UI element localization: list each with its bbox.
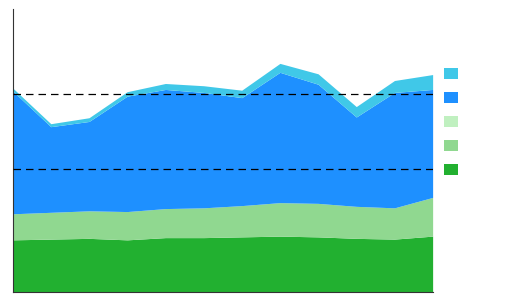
Legend: , , , , : , , , , — [443, 67, 460, 177]
